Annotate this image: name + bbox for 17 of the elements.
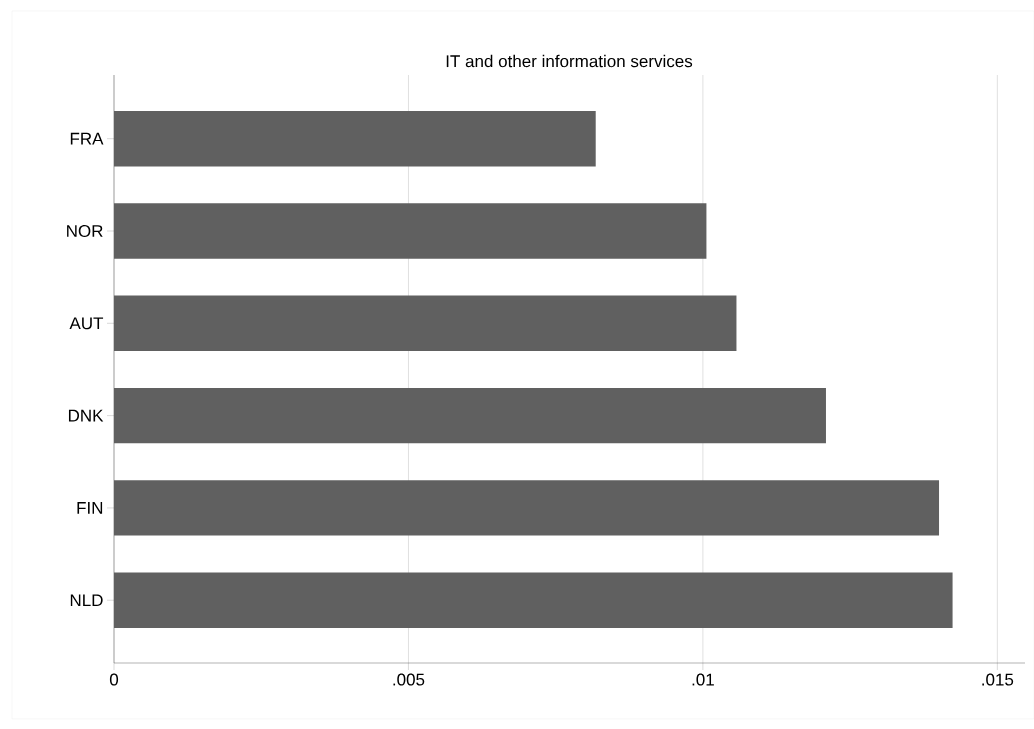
chart-title: IT and other information services <box>446 54 693 68</box>
bar <box>114 295 737 351</box>
x-tick-label: .005 <box>393 673 425 686</box>
x-tick-label: .015 <box>982 673 1014 686</box>
y-tick-label: FIN <box>77 502 103 514</box>
bar <box>114 480 940 536</box>
y-tick-label: AUT <box>69 317 104 330</box>
bar <box>114 572 953 628</box>
bar <box>114 387 826 444</box>
bar <box>114 111 596 167</box>
x-tick-label: 0 <box>109 673 119 686</box>
x-tick-label: .01 <box>692 673 714 686</box>
y-tick-label: NLD <box>70 594 103 607</box>
bar <box>114 203 707 259</box>
y-tick-label: DNK <box>68 409 104 422</box>
y-tick-label: NOR <box>67 224 103 238</box>
y-tick-label: FRA <box>70 132 104 145</box>
